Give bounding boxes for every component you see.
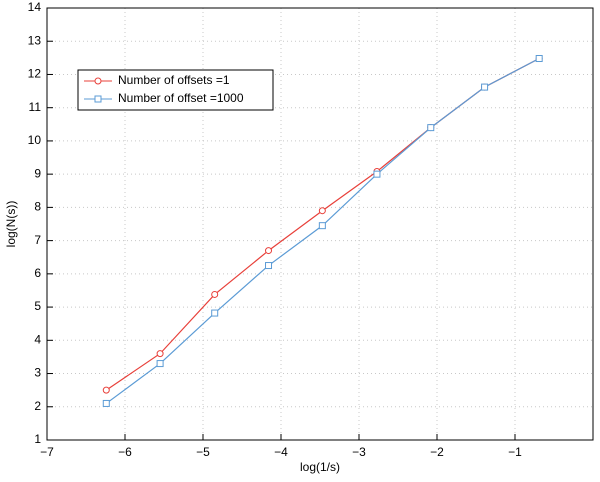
marker bbox=[156, 350, 164, 358]
legend-label: Number of offsets =1 bbox=[118, 73, 230, 87]
marker bbox=[211, 290, 219, 298]
y-tick-label: 2 bbox=[34, 399, 41, 413]
x-tick-label: −7 bbox=[40, 445, 54, 459]
x-tick-label: −6 bbox=[118, 445, 132, 459]
y-tick-label: 7 bbox=[34, 233, 41, 247]
x-tick-label: −4 bbox=[274, 445, 288, 459]
marker bbox=[481, 83, 489, 91]
marker bbox=[318, 207, 326, 215]
marker bbox=[102, 386, 110, 394]
y-tick-label: 5 bbox=[34, 299, 41, 313]
y-tick-label: 8 bbox=[34, 200, 41, 214]
legend-label: Number of offset =1000 bbox=[118, 91, 244, 105]
legend-marker bbox=[94, 95, 102, 103]
y-tick-label: 12 bbox=[28, 67, 42, 81]
plot-frame bbox=[46, 7, 594, 441]
marker bbox=[373, 170, 381, 178]
x-tick-label: −5 bbox=[196, 445, 210, 459]
y-tick-label: 13 bbox=[28, 33, 42, 47]
x-tick-label: −1 bbox=[508, 445, 522, 459]
y-tick-label: 14 bbox=[28, 0, 42, 14]
y-tick-label: 4 bbox=[34, 332, 41, 346]
x-tick-label: −3 bbox=[352, 445, 366, 459]
y-tick-label: 9 bbox=[34, 166, 41, 180]
legend: Number of offsets =1 Number of offset =10… bbox=[77, 69, 274, 111]
marker bbox=[535, 55, 543, 63]
marker bbox=[427, 124, 435, 132]
y-axis-label: log(N(s)) bbox=[4, 201, 18, 248]
marker bbox=[211, 309, 219, 317]
y-tick-label: 6 bbox=[34, 266, 41, 280]
y-tick-label: 1 bbox=[34, 432, 41, 446]
marker bbox=[318, 222, 326, 230]
marker bbox=[102, 399, 110, 407]
legend-marker bbox=[94, 77, 102, 85]
marker bbox=[156, 360, 164, 368]
y-tick-label: 3 bbox=[34, 366, 41, 380]
legend-box bbox=[77, 69, 274, 111]
marker bbox=[265, 262, 273, 270]
marker bbox=[265, 247, 273, 255]
x-axis-label: log(1/s) bbox=[300, 460, 340, 474]
x-tick-label: −2 bbox=[430, 445, 444, 459]
y-tick-label: 11 bbox=[29, 100, 42, 114]
y-tick-label: 10 bbox=[28, 133, 42, 147]
